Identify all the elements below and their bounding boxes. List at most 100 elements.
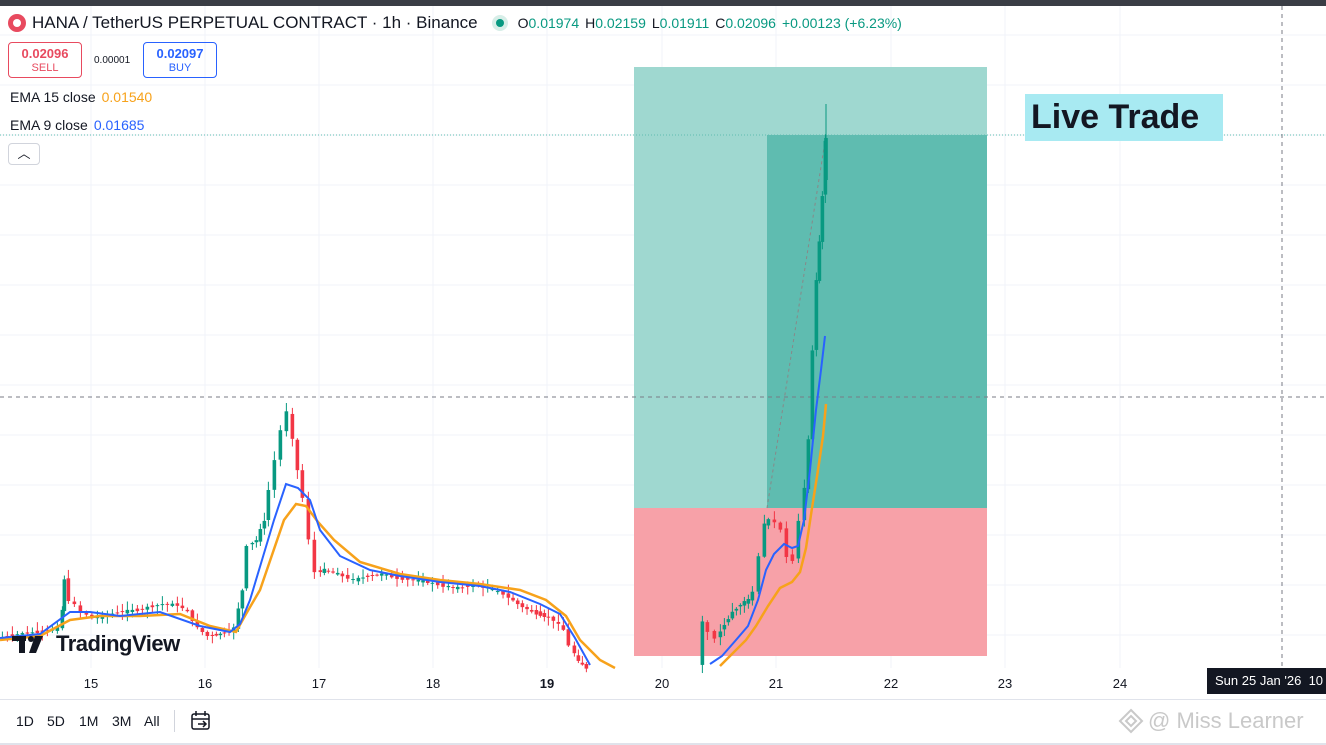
candle — [730, 611, 735, 619]
candle — [25, 632, 30, 634]
time-axis-label: 20 — [654, 676, 670, 691]
range-1d-button[interactable]: 1D — [16, 713, 34, 729]
candle — [455, 586, 460, 590]
candle — [10, 634, 15, 637]
candle — [365, 575, 370, 577]
candle — [62, 579, 67, 612]
candle — [400, 576, 405, 580]
candle — [784, 528, 789, 557]
window-top-bar — [0, 0, 1326, 6]
candle — [425, 579, 430, 583]
candle — [416, 579, 421, 582]
candle — [576, 655, 581, 661]
hana-coin-icon — [8, 14, 26, 32]
candle — [556, 621, 561, 624]
candle — [356, 577, 361, 582]
ema-9-legend[interactable]: EMA 9 close 0.01685 — [10, 117, 145, 133]
candle — [566, 629, 571, 646]
candle — [722, 624, 727, 630]
candle — [810, 350, 815, 440]
range-3m-button[interactable]: 3M — [112, 713, 132, 729]
candle — [60, 609, 65, 629]
candle — [525, 606, 529, 610]
sell-price: 0.02096 — [21, 46, 69, 61]
candle — [446, 585, 451, 588]
candle — [700, 621, 705, 665]
time-axis-label: 24 — [1112, 676, 1128, 691]
candle — [790, 554, 795, 561]
candle — [734, 608, 739, 611]
candle — [495, 591, 500, 593]
sell-button[interactable]: 0.02096 SELL — [8, 42, 82, 78]
candle — [20, 633, 25, 635]
candle — [718, 631, 723, 638]
price-chart[interactable] — [0, 6, 1326, 696]
candle — [361, 577, 365, 579]
candle — [584, 663, 589, 669]
change-value: +0.00123 (+6.23%) — [781, 15, 902, 31]
candle — [335, 572, 340, 575]
range-5d-button[interactable]: 5D — [47, 713, 65, 729]
candle — [817, 241, 822, 281]
candle — [200, 627, 205, 633]
time-axis-label: 23 — [997, 676, 1013, 691]
candle — [506, 593, 511, 598]
candle — [796, 520, 801, 559]
time-axis-label: 17 — [311, 676, 327, 691]
candle — [435, 582, 440, 586]
candle — [84, 612, 89, 615]
sell-label: SELL — [31, 62, 59, 74]
time-axis-label: 15 — [83, 676, 99, 691]
watermark-logo-icon — [1118, 708, 1144, 734]
ema-15-legend[interactable]: EMA 15 close 0.01540 — [10, 89, 153, 105]
candle — [250, 542, 255, 545]
candle — [170, 603, 175, 606]
candle — [490, 589, 495, 591]
candle — [331, 571, 335, 573]
candle — [802, 487, 807, 521]
range-1m-button[interactable]: 1M — [79, 713, 99, 729]
candle — [205, 631, 210, 637]
tradingview-logo[interactable]: TradingView — [12, 631, 180, 657]
candle — [750, 591, 755, 601]
candle — [762, 523, 767, 557]
time-axis-label: 19 — [539, 676, 555, 691]
candle — [705, 622, 710, 632]
candle — [66, 578, 71, 602]
candle — [125, 609, 130, 614]
candle — [460, 587, 465, 589]
calendar-goto-icon[interactable] — [190, 710, 212, 732]
candle — [150, 605, 155, 608]
trade-path-line — [766, 134, 827, 509]
buy-button[interactable]: 0.02097 BUY — [143, 42, 217, 78]
candle — [820, 196, 825, 242]
loss-zone — [634, 508, 987, 656]
range-all-button[interactable]: All — [144, 713, 160, 729]
candle — [326, 570, 331, 572]
candle — [258, 529, 263, 542]
candle — [778, 522, 783, 530]
candle — [290, 413, 295, 439]
buy-label: BUY — [168, 62, 192, 74]
candle — [322, 568, 327, 573]
symbol-title[interactable]: HANA / TetherUS PERPETUAL CONTRACT · 1h … — [32, 13, 478, 32]
candle — [190, 610, 195, 622]
candle — [30, 632, 35, 634]
candle — [78, 605, 83, 612]
candle — [430, 582, 435, 584]
candle — [295, 439, 300, 471]
ema-9-line — [0, 482, 591, 666]
chevron-up-icon: ︿ — [17, 146, 31, 161]
candle — [726, 619, 731, 623]
candle — [35, 630, 40, 634]
candle — [180, 605, 185, 609]
candle — [222, 632, 227, 634]
time-axis-label: 16 — [197, 676, 213, 691]
candle — [306, 499, 311, 540]
candle — [55, 626, 60, 631]
candle — [351, 579, 355, 581]
candle — [244, 546, 249, 589]
collapse-legend-button[interactable]: ︿ — [8, 143, 40, 165]
candle — [538, 611, 543, 616]
candle — [384, 574, 389, 576]
